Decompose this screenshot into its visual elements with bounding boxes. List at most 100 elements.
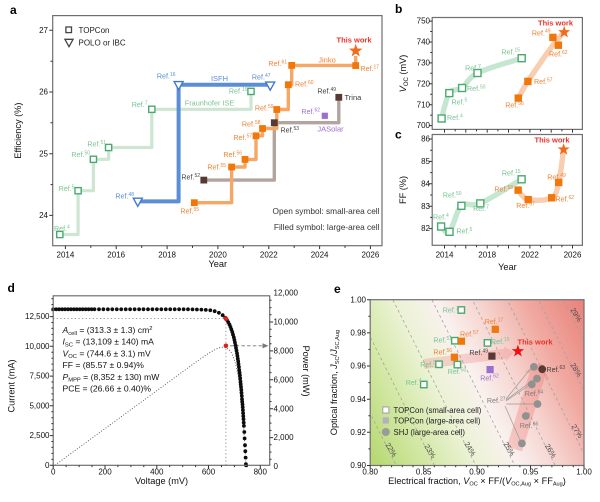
- svg-text:Ref.7: Ref.7: [473, 204, 489, 213]
- svg-text:Ref.56: Ref.56: [433, 348, 452, 357]
- svg-text:Ref.5: Ref.5: [59, 184, 75, 193]
- svg-text:Ref.50: Ref.50: [467, 84, 486, 93]
- svg-text:Ref.52: Ref.52: [181, 173, 200, 182]
- svg-text:FF = (85.57 ± 0.94)%: FF = (85.57 ± 0.94)%: [63, 360, 145, 370]
- svg-text:25: 25: [39, 149, 48, 158]
- svg-text:Ref.4: Ref.4: [447, 113, 463, 122]
- svg-text:2018: 2018: [158, 251, 176, 260]
- svg-text:700: 700: [417, 121, 431, 130]
- svg-text:86: 86: [421, 135, 430, 144]
- svg-text:a: a: [10, 3, 17, 17]
- svg-text:12,000: 12,000: [274, 289, 299, 298]
- svg-text:Ref.57: Ref.57: [460, 330, 479, 339]
- svg-text:600: 600: [202, 468, 216, 477]
- svg-text:Optical fraction, JSC/JSC,Aug: Optical fraction, JSC/JSC,Aug: [329, 330, 341, 435]
- svg-text:82: 82: [421, 224, 430, 233]
- svg-text:FF (%): FF (%): [398, 176, 408, 204]
- svg-text:Ref.15: Ref.15: [229, 87, 248, 96]
- svg-text:2,500: 2,500: [29, 431, 50, 440]
- svg-text:Electrical fraction, VOC × FF/: Electrical fraction, VOC × FF/(VOC,Aug ×…: [388, 476, 566, 488]
- svg-text:Ref.63: Ref.63: [547, 365, 566, 374]
- svg-text:Ref.7: Ref.7: [443, 306, 459, 315]
- svg-text:This work: This work: [534, 136, 570, 145]
- svg-text:0: 0: [51, 468, 56, 477]
- svg-text:8,000: 8,000: [274, 347, 295, 356]
- svg-text:c: c: [395, 128, 402, 142]
- svg-text:Year: Year: [498, 262, 517, 272]
- svg-text:0: 0: [45, 461, 50, 470]
- svg-text:2020: 2020: [209, 251, 227, 260]
- svg-text:0.90: 0.90: [350, 461, 366, 470]
- svg-text:83: 83: [421, 202, 430, 211]
- svg-text:Ref.59: Ref.59: [255, 104, 274, 113]
- svg-text:Ref.64: Ref.64: [525, 389, 544, 398]
- svg-text:Ref.48: Ref.48: [115, 192, 134, 201]
- svg-text:2018: 2018: [478, 251, 496, 260]
- svg-text:Ref.62: Ref.62: [556, 195, 575, 204]
- svg-text:POLO or IBC: POLO or IBC: [79, 38, 126, 47]
- svg-text:Ref.62: Ref.62: [549, 50, 568, 59]
- svg-text:TOPCon (small-area cell): TOPCon (small-area cell): [394, 406, 482, 415]
- svg-text:VOC = (744.6 ± 3.1) mV: VOC = (744.6 ± 3.1) mV: [63, 348, 151, 360]
- svg-text:b: b: [395, 2, 402, 16]
- svg-text:Ref.57: Ref.57: [516, 201, 535, 210]
- svg-text:Ref.55: Ref.55: [180, 207, 199, 216]
- svg-text:400: 400: [150, 468, 164, 477]
- svg-text:0.95: 0.95: [523, 468, 539, 477]
- svg-text:Ref.4: Ref.4: [406, 378, 422, 387]
- svg-text:2014: 2014: [57, 251, 75, 260]
- svg-text:Ref.17: Ref.17: [361, 64, 380, 73]
- svg-text:Ref.15: Ref.15: [501, 48, 520, 57]
- svg-text:2022: 2022: [521, 251, 539, 260]
- svg-text:10,000: 10,000: [274, 318, 299, 327]
- svg-text:0.92: 0.92: [350, 428, 366, 437]
- svg-text:Ref.49: Ref.49: [469, 348, 488, 357]
- svg-text:6,000: 6,000: [274, 375, 295, 384]
- svg-text:Fraunhofer ISE: Fraunhofer ISE: [185, 99, 235, 108]
- svg-text:Ref.51: Ref.51: [87, 140, 106, 149]
- svg-text:Ref.50: Ref.50: [71, 151, 90, 160]
- svg-text:Ref.15: Ref.15: [491, 337, 510, 346]
- svg-text:Ref.5: Ref.5: [457, 227, 473, 236]
- svg-text:TOPCon: TOPCon: [79, 26, 110, 35]
- svg-text:720: 720: [417, 79, 431, 88]
- svg-text:1.00: 1.00: [576, 468, 592, 477]
- svg-text:Power (mW): Power (mW): [301, 345, 311, 396]
- svg-text:Ref.5: Ref.5: [452, 98, 468, 107]
- svg-text:0.94: 0.94: [350, 395, 366, 404]
- svg-text:PMPP = (8,352 ± 130) mW: PMPP = (8,352 ± 130) mW: [63, 372, 161, 384]
- svg-text:0.85: 0.85: [416, 468, 432, 477]
- svg-text:2026: 2026: [564, 251, 582, 260]
- svg-text:2014: 2014: [436, 251, 454, 260]
- svg-text:e: e: [334, 282, 341, 296]
- svg-text:Ref.56: Ref.56: [223, 150, 242, 159]
- svg-text:Efficiency (%): Efficiency (%): [13, 103, 23, 159]
- svg-text:0.90: 0.90: [469, 468, 485, 477]
- svg-text:Filled symbol: large-area cell: Filled symbol: large-area cell: [274, 222, 380, 232]
- svg-text:710: 710: [417, 100, 431, 109]
- svg-text:85: 85: [421, 157, 430, 166]
- svg-text:84: 84: [421, 179, 430, 188]
- svg-text:Ref.53: Ref.53: [281, 126, 300, 135]
- svg-text:7,500: 7,500: [29, 372, 50, 381]
- svg-text:VOC (mV): VOC (mV): [398, 55, 410, 93]
- svg-text:Ref.55: Ref.55: [207, 163, 226, 172]
- svg-text:Ref.49: Ref.49: [532, 29, 551, 38]
- svg-text:Ref.50: Ref.50: [443, 191, 462, 200]
- svg-text:Ref.16: Ref.16: [157, 72, 176, 81]
- svg-text:PCE = (26.66 ± 0.40)%: PCE = (26.66 ± 0.40)%: [63, 384, 152, 394]
- svg-text:d: d: [8, 281, 15, 295]
- svg-text:Ref.58: Ref.58: [494, 185, 513, 194]
- svg-text:2022: 2022: [260, 251, 278, 260]
- svg-text:Ref.62: Ref.62: [480, 374, 499, 383]
- svg-text:27: 27: [39, 26, 48, 35]
- svg-text:TOPCon (large-area cell): TOPCon (large-area cell): [394, 417, 481, 426]
- svg-text:5,000: 5,000: [29, 401, 50, 410]
- svg-text:Ref.4: Ref.4: [433, 213, 449, 222]
- svg-text:Ref.49: Ref.49: [317, 87, 336, 96]
- svg-text:Ref.7: Ref.7: [465, 64, 481, 73]
- svg-text:SHJ (large-area cell): SHJ (large-area cell): [394, 428, 466, 437]
- svg-text:0: 0: [274, 462, 279, 471]
- svg-text:Ref.17: Ref.17: [485, 317, 504, 326]
- svg-text:Ref.27: Ref.27: [487, 396, 506, 405]
